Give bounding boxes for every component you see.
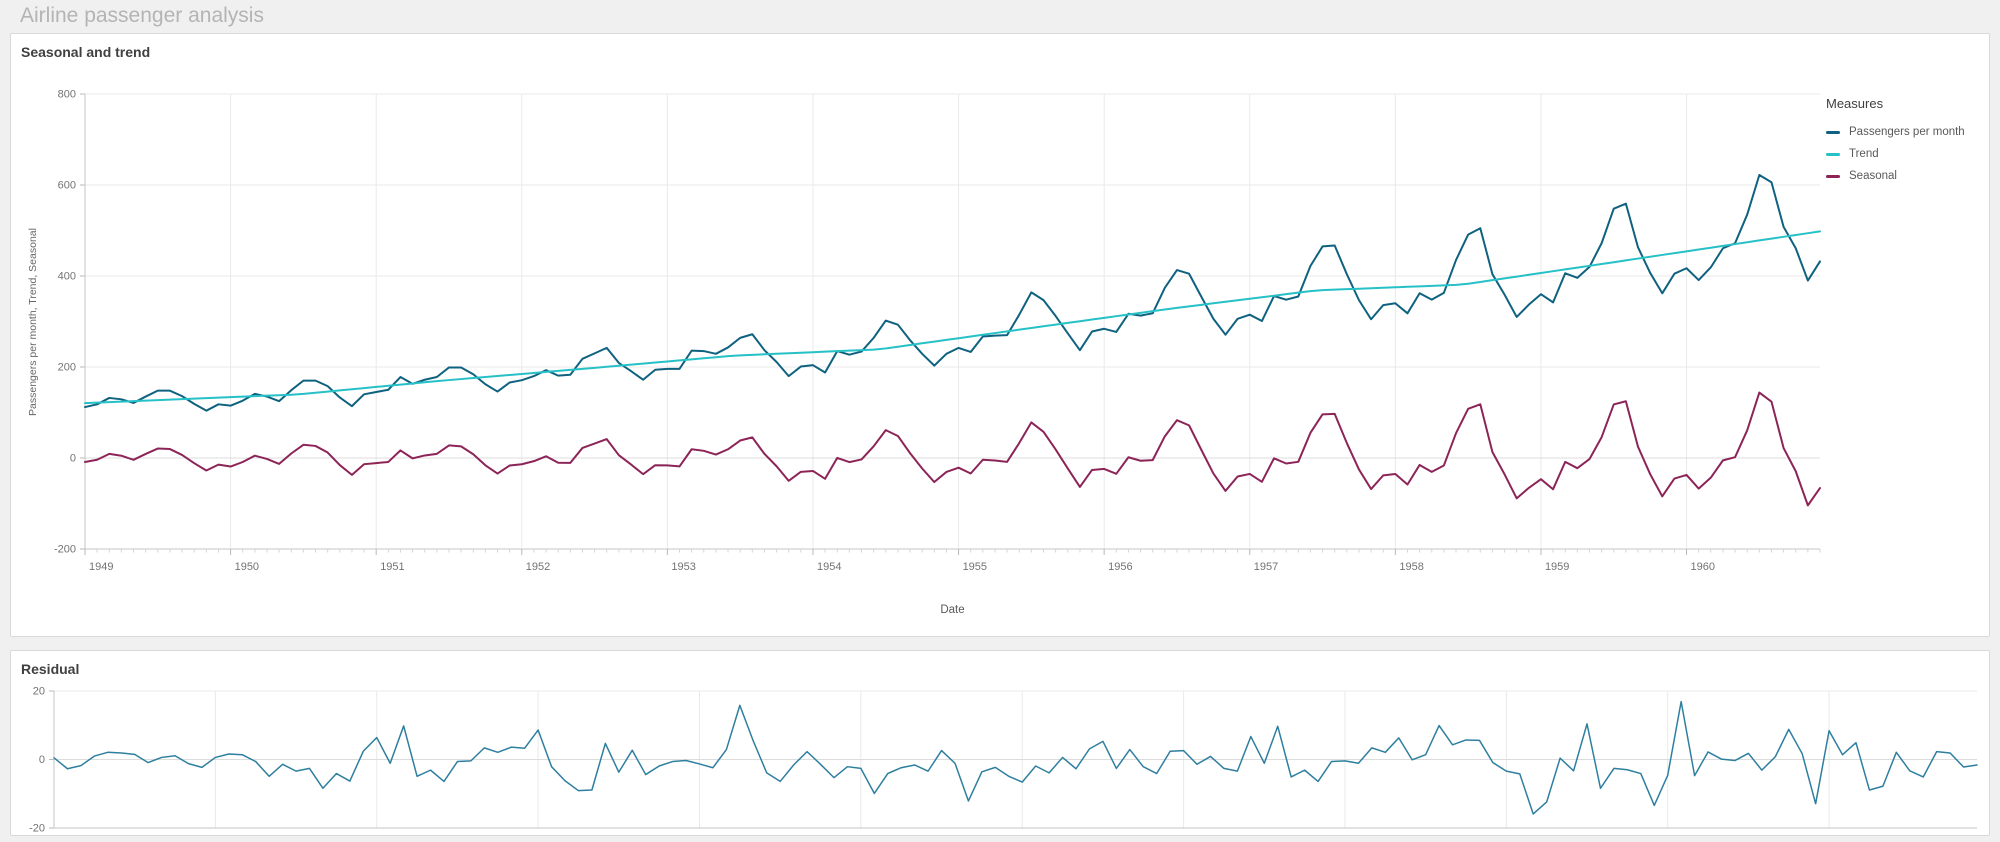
seasonal-trend-chart[interactable]: 800 600 400 200 0 -200 1949 1950 1951 1952 1953 195… [11, 34, 1989, 636]
legend-item-passengers-per-month[interactable]: Passengers per month [1826, 126, 1988, 138]
svg-text:20: 20 [33, 686, 45, 698]
legend-item-label: Trend [1849, 148, 1879, 160]
legend: Measures Passengers per month Trend Seas… [1826, 96, 1988, 192]
legend-item-seasonal[interactable]: Seasonal [1826, 170, 1988, 182]
svg-text:-20: -20 [29, 823, 45, 835]
y-gridlines-and-ticks: 20 0 -20 [29, 686, 1977, 835]
legend-item-label: Seasonal [1849, 170, 1897, 182]
seasonal-line-swatch-icon [1826, 174, 1840, 178]
legend-item-label: Passengers per month [1849, 126, 1965, 138]
passengers-line-swatch-icon [1826, 130, 1840, 134]
series-line-trend[interactable] [84, 230, 1821, 405]
svg-text:600: 600 [58, 180, 76, 192]
x-axis-title: Date [940, 604, 965, 616]
legend-item-trend[interactable]: Trend [1826, 148, 1988, 160]
page-title: Airline passenger analysis [20, 4, 264, 27]
y-axis-title: Passengers per month, Trend, Seasonal [27, 228, 39, 416]
series-line-seasonal[interactable] [84, 391, 1821, 507]
svg-text:1949: 1949 [89, 561, 113, 573]
svg-text:1954: 1954 [817, 561, 841, 573]
svg-text:-200: -200 [54, 544, 76, 556]
svg-text:1956: 1956 [1108, 561, 1132, 573]
residual-chart-title: Residual [21, 661, 80, 677]
svg-text:1959: 1959 [1545, 561, 1569, 573]
svg-text:1951: 1951 [380, 561, 404, 573]
svg-text:1953: 1953 [671, 561, 695, 573]
svg-text:1960: 1960 [1691, 561, 1715, 573]
svg-text:800: 800 [58, 89, 76, 101]
svg-text:1955: 1955 [963, 561, 987, 573]
svg-text:0: 0 [39, 754, 45, 766]
svg-text:1957: 1957 [1254, 561, 1278, 573]
residual-card: 20 0 -20 Residual [10, 650, 1990, 836]
trend-line-swatch-icon [1826, 152, 1840, 156]
seasonal-trend-chart-title: Seasonal and trend [21, 44, 151, 60]
series-line-passengers-per-month[interactable] [84, 173, 1821, 412]
svg-text:1952: 1952 [526, 561, 550, 573]
svg-text:1958: 1958 [1399, 561, 1423, 573]
series-line-residual[interactable] [53, 700, 1978, 815]
svg-text:400: 400 [58, 271, 76, 283]
residual-chart[interactable]: 20 0 -20 [11, 651, 1989, 835]
legend-title: Measures [1826, 96, 1884, 111]
svg-text:200: 200 [58, 362, 76, 374]
seasonal-trend-card: 800 600 400 200 0 -200 1949 1950 1951 1952 1953 195… [10, 33, 1990, 637]
svg-text:1950: 1950 [235, 561, 259, 573]
year-gridlines [230, 94, 1688, 549]
y-gridlines-and-ticks: 800 600 400 200 0 -200 [54, 89, 1820, 556]
x-axis-year-labels: 1949 1950 1951 1952 1953 1954 1955 1956 1957 1958… [89, 561, 1715, 573]
svg-text:0: 0 [70, 453, 76, 465]
x-axis-ticks [84, 549, 1821, 555]
